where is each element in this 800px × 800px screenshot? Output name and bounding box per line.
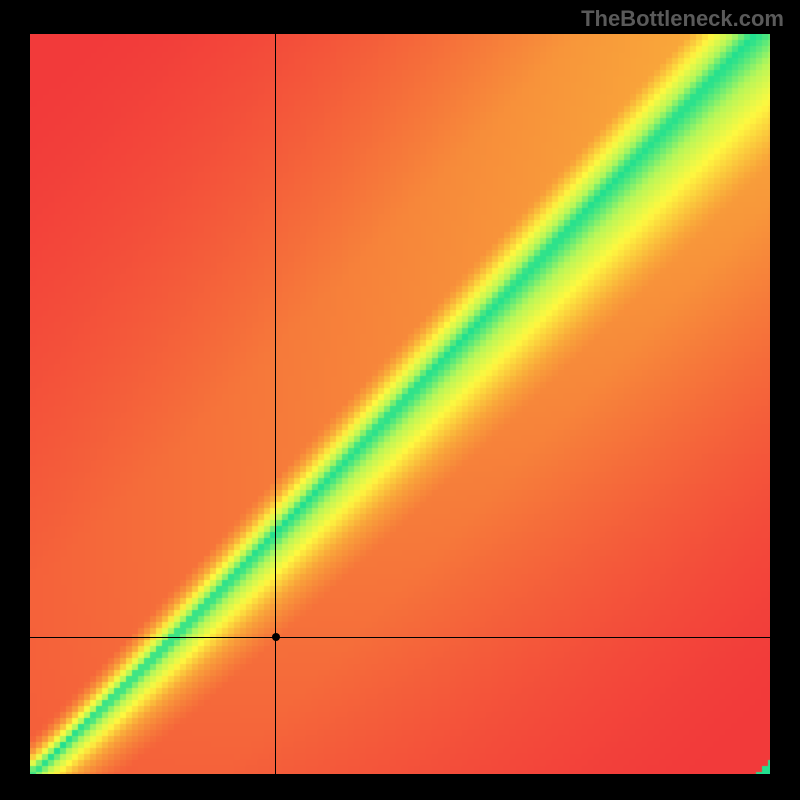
heatmap-canvas <box>30 34 770 774</box>
crosshair-vertical <box>275 34 276 774</box>
plot-area <box>30 34 770 774</box>
watermark-text: TheBottleneck.com <box>581 6 784 32</box>
crosshair-point <box>272 633 280 641</box>
crosshair-horizontal <box>30 637 770 638</box>
